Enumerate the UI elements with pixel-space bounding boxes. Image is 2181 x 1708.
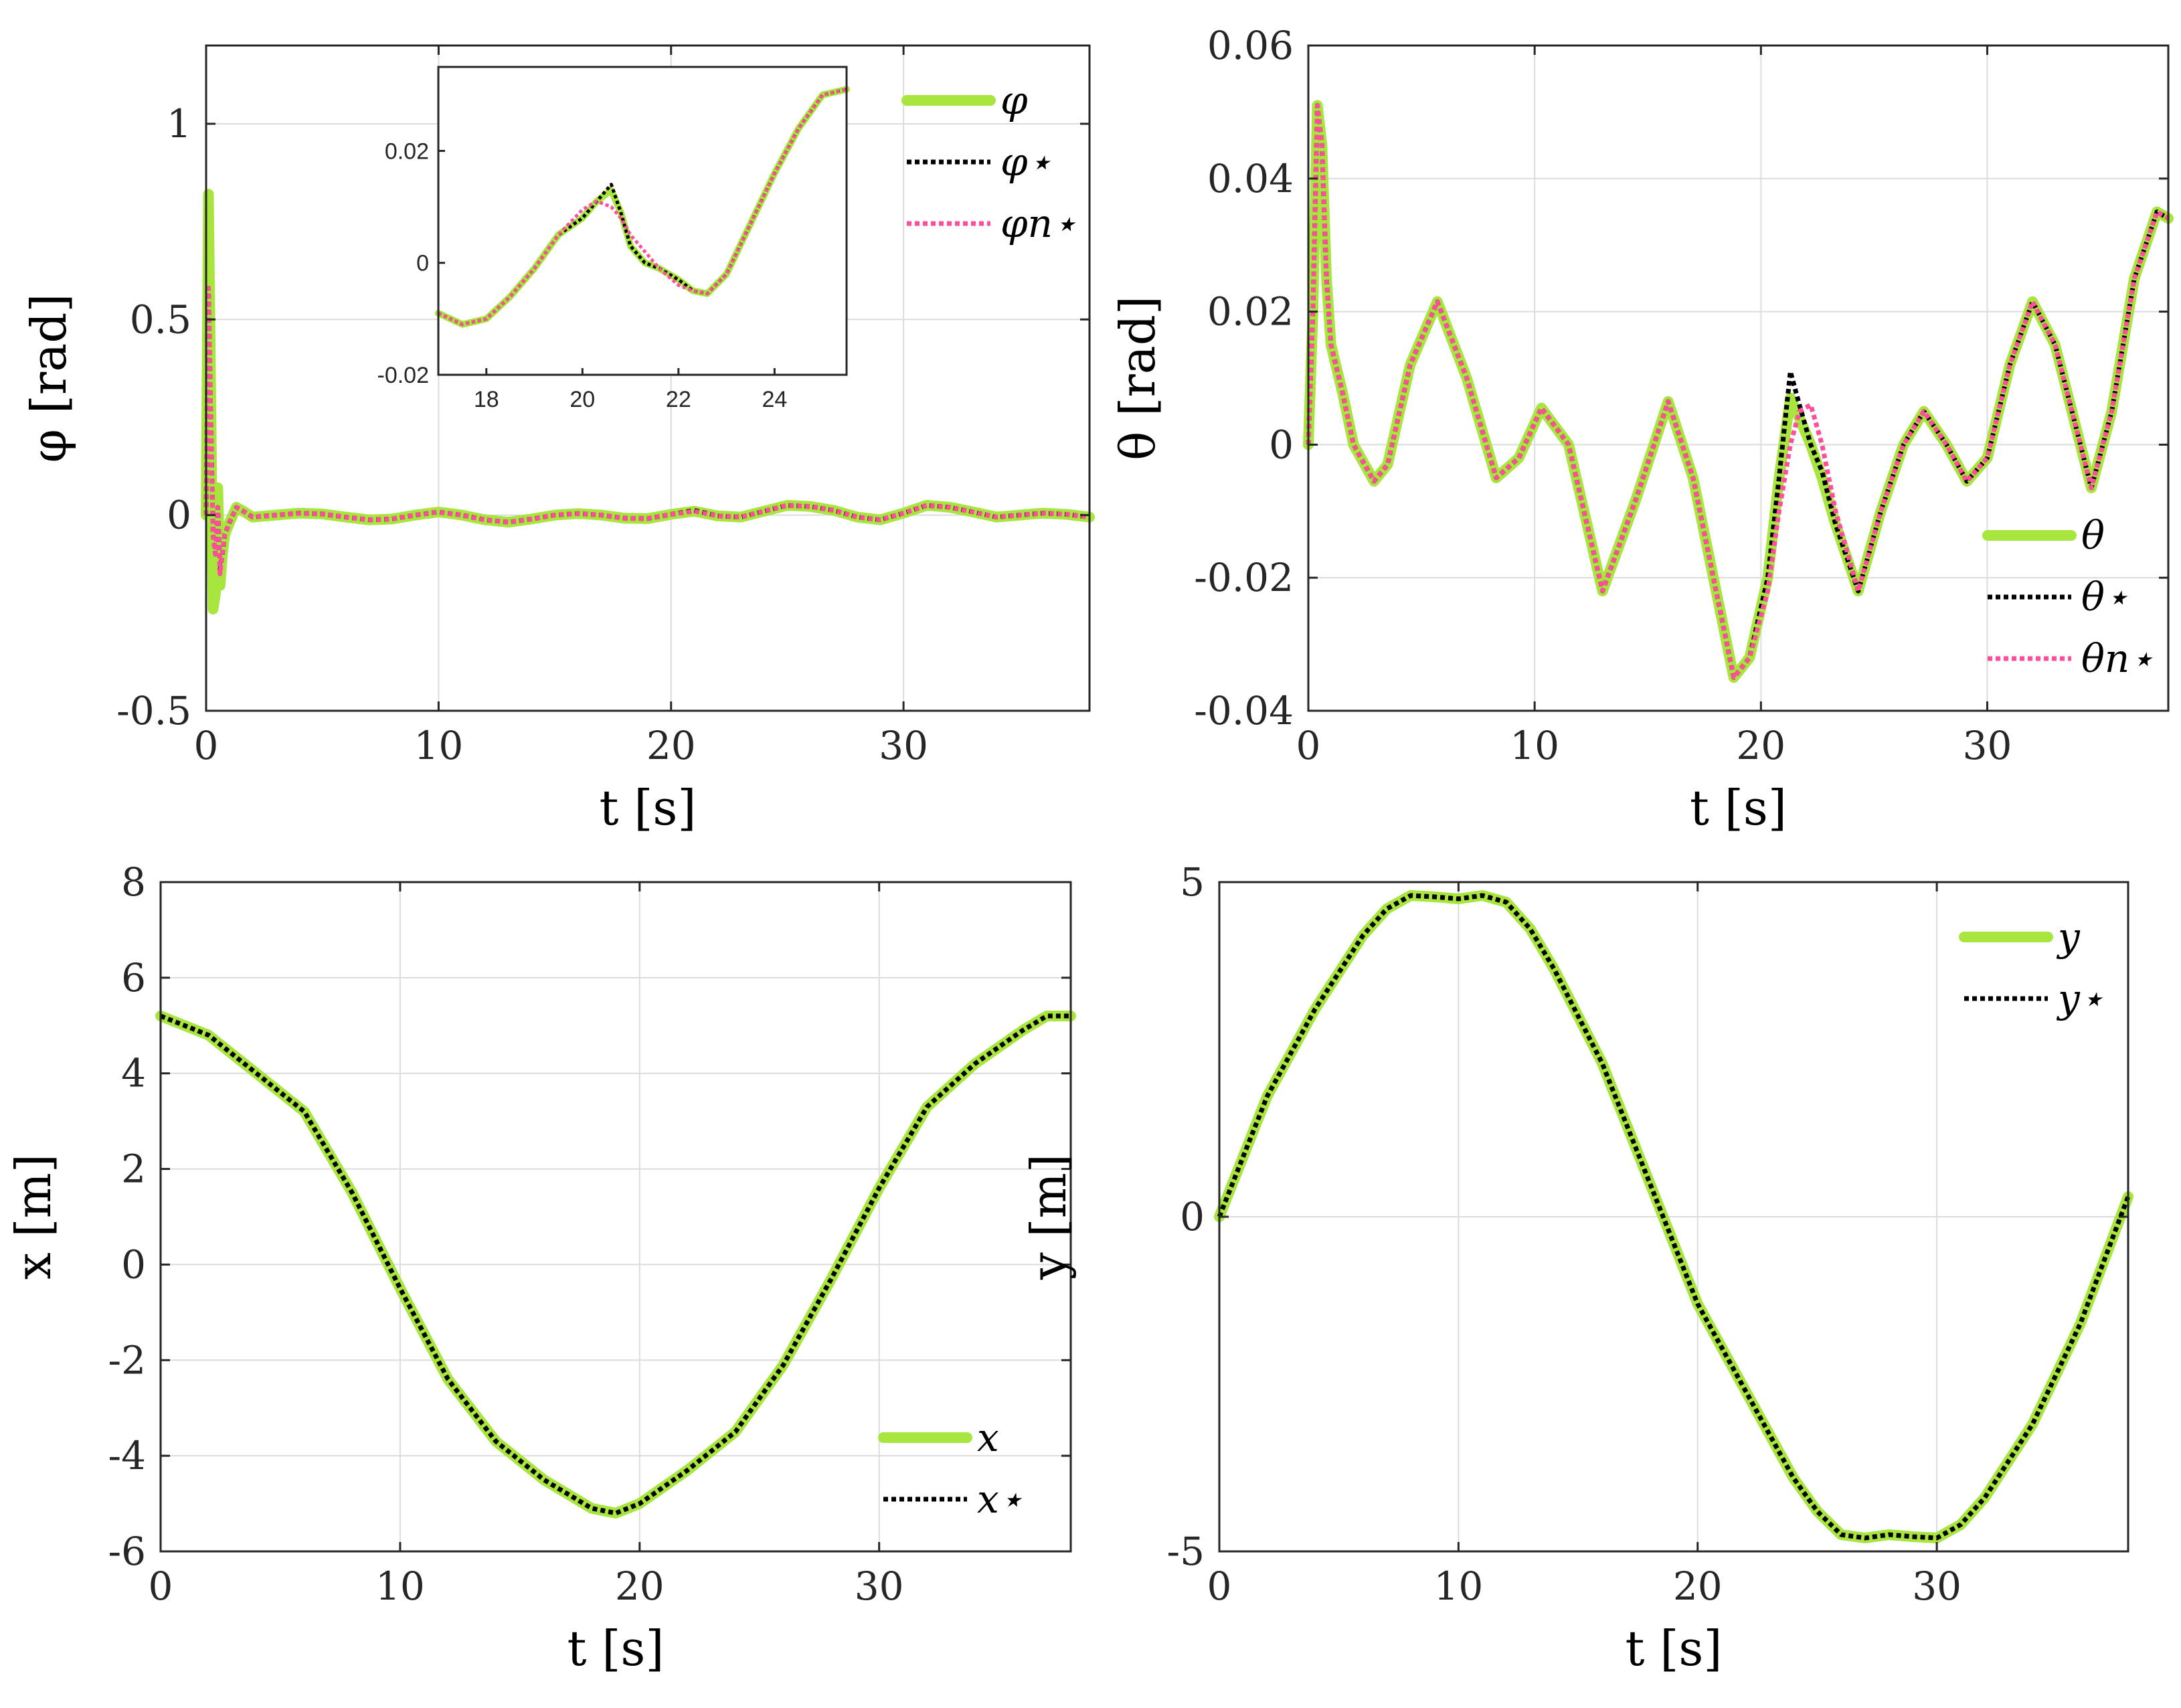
y-tick-label: 0.04 (1207, 156, 1294, 201)
x-tick-label: 30 (1912, 1563, 1961, 1609)
series-line-theta-2 (1306, 103, 2170, 680)
series-line-x-1 (159, 1013, 1071, 1516)
x-tick-label: 20 (570, 387, 595, 412)
legend-theta: θ θ⋆ θn⋆ (1982, 513, 2154, 681)
y-tick-label: -0.5 (116, 688, 191, 734)
x-tick-label: 30 (855, 1563, 904, 1609)
y-tick-label: -0.02 (1194, 555, 1294, 600)
y-tick-label: 8 (121, 859, 146, 905)
y-tick-label: 0.02 (385, 139, 429, 164)
plot-theta: 0 10 20 30 -0.04 -0.02 0 0.02 0.04 0.06 t [s] θ [ra… (1110, 23, 2174, 836)
axes-box (1307, 44, 2170, 712)
x-tick-label: 30 (879, 723, 928, 768)
x-axis-label: t [s] (1626, 1620, 1723, 1677)
x-tick-label: 0 (149, 1563, 173, 1609)
y-axis-label: y [m] (1021, 1154, 1077, 1280)
x-tick-label: 20 (615, 1563, 665, 1609)
plot-phi-inset: 18 20 22 24 -0.02 0 0.02 (377, 66, 850, 412)
legend-entry: θn⋆ (2081, 636, 2154, 681)
y-tick-label: 1 (167, 101, 191, 147)
y-axis-label: φ [rad] (21, 294, 77, 463)
x-tick-label: 0 (1207, 1563, 1232, 1609)
legend-phi: φ φ⋆ φn⋆ (901, 78, 1077, 246)
x-tick-label: 30 (1963, 723, 2012, 768)
x-tick-label: 0 (1296, 723, 1321, 768)
y-tick-label: -0.02 (377, 363, 430, 388)
y-tick-label: -4 (108, 1433, 147, 1478)
y-tick-label: 0 (416, 251, 429, 276)
series-line-y-1 (1217, 893, 2131, 1541)
x-tick-label: 10 (375, 1563, 425, 1609)
plot-phi: 0 10 20 30-0.500.51t [s]φ [rad] (21, 44, 1095, 836)
x-axis-label: t [s] (568, 1620, 665, 1677)
x-axis-label: t [s] (1690, 780, 1787, 836)
legend-entry: φ (1000, 78, 1028, 123)
y-tick-label: -6 (108, 1529, 147, 1574)
x-tick-label: 18 (474, 387, 499, 412)
legend-entry: φn⋆ (1000, 201, 1077, 246)
legend-entry: θ (2081, 513, 2105, 558)
x-tick-label: 20 (646, 723, 696, 768)
y-tick-label: 5 (1180, 859, 1205, 905)
plot-x: 0 10 20 30 -6 -4 -2 0 2 4 6 8 t [s] x [m] (5, 859, 1076, 1677)
y-tick-label: -2 (108, 1337, 147, 1383)
legend-entry: θ⋆ (2081, 574, 2129, 620)
y-tick-label: 0 (121, 1242, 146, 1287)
x-tick-label: 10 (1433, 1563, 1483, 1609)
y-axis-label: θ [rad] (1110, 296, 1166, 460)
y-axis-label: x [m] (5, 1154, 62, 1280)
series-line-phi-2 (437, 88, 847, 327)
y-tick-label: 0.02 (1207, 289, 1294, 335)
axes-box (437, 66, 848, 376)
x-tick-label: 10 (414, 723, 463, 768)
series-line-theta-1 (1306, 103, 2170, 680)
x-tick-label: 0 (194, 723, 219, 768)
legend-entry: φ⋆ (1000, 139, 1052, 185)
y-tick-label: 6 (121, 955, 146, 1001)
x-axis-label: t [s] (600, 780, 697, 836)
axes-box (205, 44, 1091, 712)
legend-entry: y (2056, 914, 2081, 960)
legend-entry: x⋆ (977, 1476, 1023, 1522)
legend-entry: y⋆ (2056, 976, 2104, 1021)
y-tick-label: 0.06 (1207, 23, 1294, 68)
axes-box (159, 881, 1072, 1553)
y-tick-label: 0 (1269, 422, 1294, 467)
legend-x: x x⋆ (878, 1415, 1023, 1522)
x-tick-label: 24 (762, 387, 787, 412)
y-tick-label: -0.04 (1194, 688, 1294, 734)
legend-entry: x (977, 1415, 999, 1460)
inset-background (438, 67, 847, 375)
x-tick-label: 22 (666, 387, 691, 412)
y-tick-label: -5 (1167, 1529, 1205, 1574)
y-tick-label: 2 (121, 1146, 146, 1192)
x-tick-label: 20 (1673, 1563, 1723, 1609)
series-line-theta-0 (1303, 100, 2174, 683)
y-tick-label: 0 (167, 493, 191, 538)
y-tick-label: 0.5 (130, 296, 191, 342)
y-tick-label: 0 (1180, 1194, 1205, 1240)
legend-y: y y⋆ (1959, 914, 2104, 1021)
series-line-phi-2 (203, 286, 1090, 576)
y-tick-label: 4 (121, 1051, 146, 1096)
x-tick-label: 20 (1736, 723, 1785, 768)
x-tick-label: 10 (1510, 723, 1559, 768)
